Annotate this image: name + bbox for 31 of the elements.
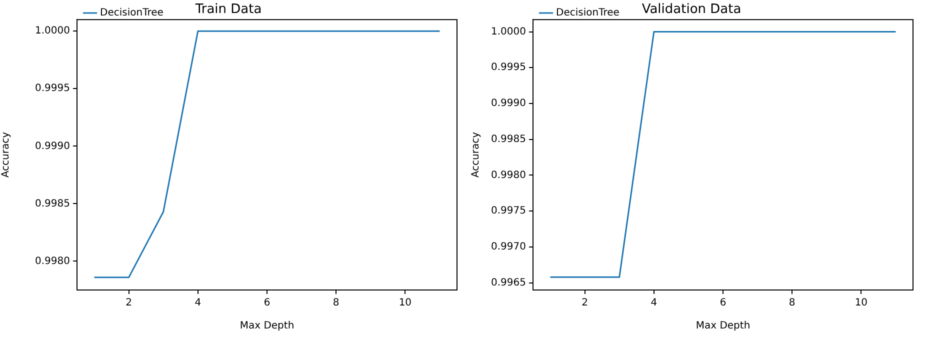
x-tick-label: 6 xyxy=(264,298,270,309)
y-tick-label: 0.9995 xyxy=(35,83,70,94)
x-tick-label: 10 xyxy=(854,298,868,309)
x-tick-label: 10 xyxy=(398,298,412,309)
x-tick-label: 4 xyxy=(650,298,658,309)
y-tick-label: 1.0000 xyxy=(35,26,70,37)
y-tick-label: 0.9970 xyxy=(491,242,526,253)
x-tick-label: 2 xyxy=(582,298,588,309)
x-tick-label: 6 xyxy=(720,298,726,309)
y-tick-label: 0.9990 xyxy=(491,98,526,110)
y-tick-label: 0.9980 xyxy=(35,256,70,267)
y-tick-label: 0.9985 xyxy=(491,134,526,145)
y-tick-label: 0.9980 xyxy=(491,170,526,181)
y-tick-label: 0.9995 xyxy=(491,62,526,74)
y-tick-label: 0.9985 xyxy=(35,198,70,210)
x-tick-label: 4 xyxy=(194,298,202,309)
x-axis-title: Max Depth xyxy=(240,320,294,332)
y-axis-title: Accuracy xyxy=(0,132,12,178)
x-axis-title: Max Depth xyxy=(696,320,750,332)
x-tick-label: 2 xyxy=(126,298,132,309)
y-tick-label: 1.0000 xyxy=(491,26,526,38)
y-tick-label: 0.9965 xyxy=(491,277,526,288)
chart-title: Train Data xyxy=(194,2,262,18)
y-axis-title: Accuracy xyxy=(470,132,482,178)
x-tick-label: 8 xyxy=(332,298,340,309)
x-tick-label: 8 xyxy=(788,298,796,309)
legend-label: DecisionTree xyxy=(100,8,164,19)
y-tick-label: 0.9975 xyxy=(491,206,526,217)
chart-title: Validation Data xyxy=(642,2,742,18)
y-tick-label: 0.9990 xyxy=(35,140,70,152)
legend-label: DecisionTree xyxy=(556,8,620,19)
